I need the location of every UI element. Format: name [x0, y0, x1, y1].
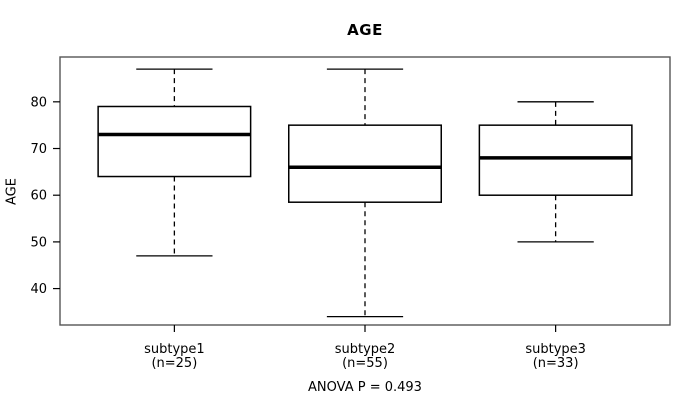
x-sublabel-subtype3: (n=33) — [533, 356, 579, 371]
y-tick-label-70: 70 — [30, 142, 47, 157]
anova-annotation: ANOVA P = 0.493 — [308, 380, 422, 395]
subtype1-box — [97, 105, 252, 178]
y-tick-label-80: 80 — [30, 95, 47, 110]
y-tick-label-50: 50 — [30, 235, 47, 250]
x-label-subtype3: subtype3 — [525, 342, 586, 357]
x-label-subtype2: subtype2 — [335, 342, 396, 357]
subtype2-box — [288, 124, 442, 203]
chart-title: AGE — [347, 21, 383, 39]
x-label-subtype1: subtype1 — [144, 342, 205, 357]
subtype3-box — [478, 124, 633, 196]
x-sublabel-subtype2: (n=55) — [342, 356, 388, 371]
y-tick-label-40: 40 — [30, 282, 47, 297]
y-tick-label-60: 60 — [30, 189, 47, 204]
x-sublabel-subtype1: (n=25) — [151, 356, 197, 371]
